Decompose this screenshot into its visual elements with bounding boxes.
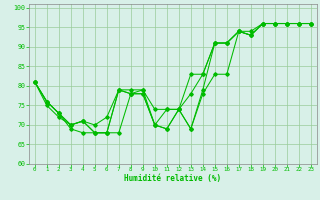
X-axis label: Humidité relative (%): Humidité relative (%) (124, 174, 221, 183)
